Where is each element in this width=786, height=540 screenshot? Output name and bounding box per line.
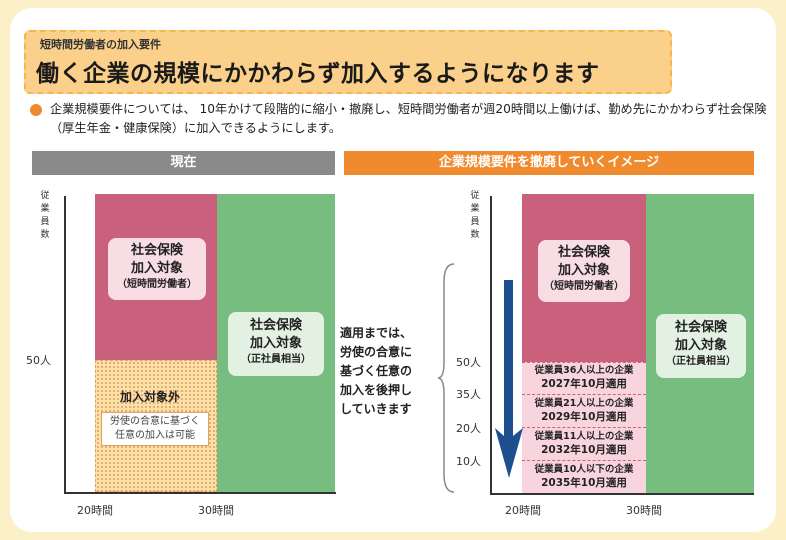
description: 企業規模要件については、 10年かけて段階的に縮小・撤廃し、短時間労働者が週20… xyxy=(50,102,767,135)
band-2035-line1: 従業員10人以下の企業 xyxy=(534,464,634,475)
right-y-tick-50: 50人 xyxy=(456,356,481,369)
right-x-tick-30: 30時間 xyxy=(626,504,662,517)
left-x-tick-20: 20時間 xyxy=(77,504,113,517)
header-image: 企業規模要件を撤廃していくイメージ xyxy=(344,151,754,175)
band-2029: 従業員21人以上の企業 2029年10月適用 xyxy=(524,397,644,424)
right-x-tick-20: 20時間 xyxy=(505,504,541,517)
middle-text-line: していきます xyxy=(340,402,412,416)
left-pink-label-line1: 社会保険 xyxy=(130,243,183,258)
right-pink-label-line2: 加入対象 xyxy=(557,263,610,278)
headline: 働く企業の規模にかかわらず加入するようになります xyxy=(36,61,600,87)
right-green-label-line2: 加入対象 xyxy=(674,338,727,353)
band-2027-line1: 従業員36人以上の企業 xyxy=(534,365,634,376)
left-green-label-sub: （正社員相当） xyxy=(241,354,311,365)
down-arrow-icon xyxy=(495,280,523,478)
right-y-title: 従 業 員 数 xyxy=(470,190,480,242)
right-green-label-line1: 社会保険 xyxy=(674,320,727,335)
left-y-title-char: 数 xyxy=(40,230,50,240)
left-pink-label: 社会保険 加入対象 （短時間労働者） xyxy=(108,238,206,300)
left-y-axis xyxy=(64,196,66,494)
left-x-axis xyxy=(64,492,336,494)
left-x-tick-30: 30時間 xyxy=(198,504,234,517)
left-out-note-line2: 任意の加入は可能 xyxy=(115,430,195,441)
band-2035-line2: 2035年10月適用 xyxy=(541,477,627,489)
left-pink-label-sub: （短時間労働者） xyxy=(117,279,197,290)
left-y-title-char: 業 xyxy=(40,204,50,214)
right-pink-label: 社会保険 加入対象 （短時間労働者） xyxy=(538,240,630,302)
right-y-title-char: 業 xyxy=(470,204,480,214)
right-pink-label-sub: （短時間労働者） xyxy=(544,281,624,292)
band-divider xyxy=(522,427,646,428)
bullet-icon xyxy=(30,104,42,116)
right-green-label: 社会保険 加入対象 （正社員相当） xyxy=(656,314,746,378)
left-y-title-char: 従 xyxy=(40,191,50,201)
middle-text-line: 基づく任意の xyxy=(340,364,413,378)
left-out-note: 労使の合意に基づく 任意の加入は可能 xyxy=(101,412,209,446)
subtitle: 短時間労働者の加入要件 xyxy=(40,38,161,51)
left-pink-label-line2: 加入対象 xyxy=(130,261,183,276)
right-y-axis xyxy=(490,196,492,494)
band-divider xyxy=(522,460,646,461)
right-green-label-sub: （正社員相当） xyxy=(666,356,736,367)
middle-text-line: 適用までは、 xyxy=(340,326,413,340)
band-2027: 従業員36人以上の企業 2027年10月適用 xyxy=(524,364,644,391)
right-y-title-char: 数 xyxy=(470,230,480,240)
right-y-title-char: 従 xyxy=(470,191,480,201)
middle-text-line: 労使の合意に xyxy=(340,345,413,359)
right-y-tick-10: 10人 xyxy=(456,455,481,468)
right-y-tick-35: 35人 xyxy=(456,388,481,401)
brace-icon xyxy=(437,263,455,493)
header-current: 現在 xyxy=(32,151,335,175)
left-y-title: 従 業 員 数 xyxy=(40,190,50,242)
left-out-title: 加入対象外 xyxy=(120,390,181,404)
left-green-label-line2: 加入対象 xyxy=(249,336,302,351)
left-green-label: 社会保険 加入対象 （正社員相当） xyxy=(228,312,324,376)
left-y-title-char: 員 xyxy=(40,217,50,227)
left-green-label-line1: 社会保険 xyxy=(249,318,302,333)
right-pink-label-line1: 社会保険 xyxy=(557,245,610,260)
band-2032: 従業員11人以上の企業 2032年10月適用 xyxy=(524,430,644,457)
band-divider xyxy=(522,394,646,395)
right-y-tick-20: 20人 xyxy=(456,422,481,435)
middle-text: 適用までは、 労使の合意に 基づく任意の 加入を後押し していきます xyxy=(340,324,432,419)
left-y-tick-50: 50人 xyxy=(26,354,51,367)
right-x-axis xyxy=(490,493,754,495)
middle-text-line: 加入を後押し xyxy=(340,383,413,397)
band-2032-line2: 2032年10月適用 xyxy=(541,444,627,456)
band-2027-line2: 2027年10月適用 xyxy=(541,378,627,390)
title-box xyxy=(24,30,672,94)
right-y-title-char: 員 xyxy=(470,217,480,227)
band-2032-line1: 従業員11人以上の企業 xyxy=(534,431,634,442)
right-light-pink-region xyxy=(522,362,646,494)
band-2029-line2: 2029年10月適用 xyxy=(541,411,627,423)
band-2029-line1: 従業員21人以上の企業 xyxy=(534,398,634,409)
band-2035: 従業員10人以下の企業 2035年10月適用 xyxy=(524,463,644,490)
left-out-note-line1: 労使の合意に基づく xyxy=(110,416,200,427)
